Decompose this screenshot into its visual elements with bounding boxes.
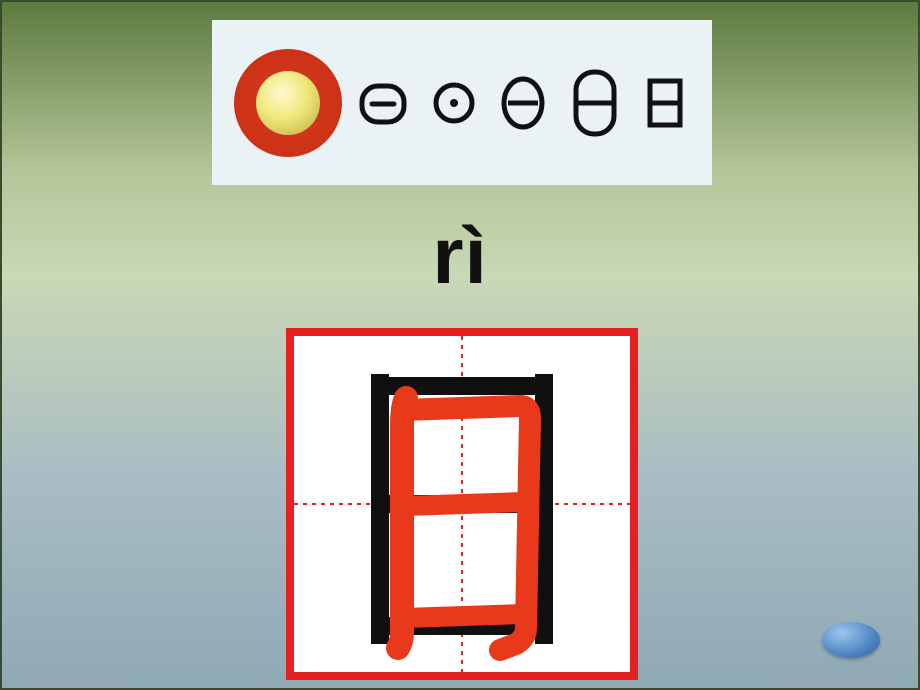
- next-button[interactable]: [822, 622, 880, 658]
- slide: rì: [0, 0, 920, 690]
- evo-glyph-5: [642, 75, 688, 131]
- sun-icon: [234, 49, 342, 157]
- evo-glyph-3: [498, 74, 548, 132]
- pinyin-label: rì: [2, 210, 918, 302]
- main-character: [294, 336, 630, 672]
- evo-glyph-2: [430, 79, 478, 127]
- evolution-card: [212, 20, 712, 185]
- evo-glyph-4: [568, 66, 622, 140]
- evolution-glyph-row: [356, 66, 688, 140]
- character-grid-box: 日: [286, 328, 638, 680]
- evo-glyph-1: [356, 76, 410, 130]
